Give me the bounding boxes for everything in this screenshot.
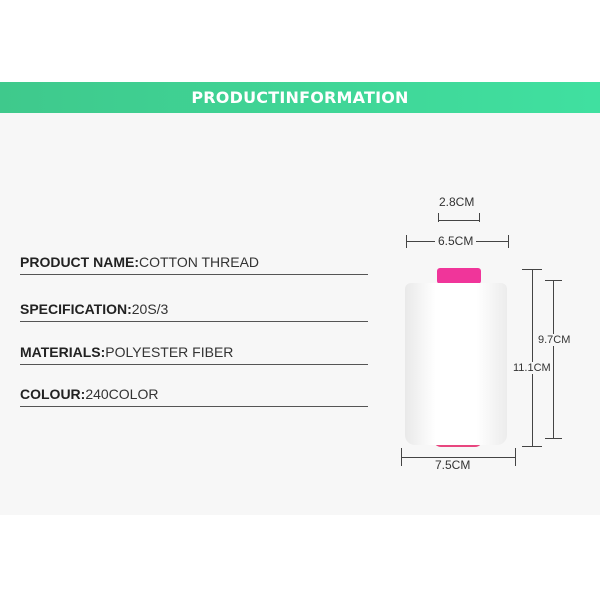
spec-value: COTTON THREAD	[139, 254, 260, 270]
dim-tick	[522, 269, 542, 270]
dim-tick	[545, 280, 562, 281]
spec-row-colour: COLOUR:240COLOR	[20, 386, 368, 407]
spec-value: 240COLOR	[85, 386, 159, 402]
spec-label: MATERIALS:	[20, 344, 106, 360]
spec-value: 20S/3	[131, 301, 169, 317]
spec-value: POLYESTER FIBER	[105, 344, 234, 360]
spool-cap	[437, 268, 481, 284]
dim-tick	[515, 448, 516, 466]
dim-top-outer: 6.5CM	[435, 234, 477, 248]
dim-top-inner: 2.8CM	[439, 195, 475, 209]
thread-cone	[405, 283, 507, 445]
spec-row-specification: SPECIFICATION:20S/3	[20, 301, 368, 322]
dim-line	[553, 280, 554, 438]
dim-tick	[401, 448, 402, 466]
spec-label: COLOUR:	[20, 386, 86, 402]
section-banner: PRODUCTINFORMATION	[0, 82, 600, 113]
banner-title: PRODUCTINFORMATION	[191, 88, 409, 107]
spec-row-product-name: PRODUCT NAME:COTTON THREAD	[20, 254, 368, 275]
dim-height-total: 11.1CM	[513, 362, 551, 374]
spec-label: SPECIFICATION:	[20, 301, 132, 317]
dim-tick	[522, 446, 542, 447]
spec-row-materials: MATERIALS:POLYESTER FIBER	[20, 344, 368, 365]
dim-tick	[438, 213, 439, 222]
dim-tick	[406, 235, 407, 248]
dim-tick	[479, 213, 480, 222]
spec-label: PRODUCT NAME:	[20, 254, 139, 270]
dim-line	[438, 220, 480, 221]
dim-tick	[508, 235, 509, 248]
dim-height-body: 9.7CM	[538, 334, 571, 346]
dim-tick	[545, 438, 562, 439]
dim-line	[401, 457, 516, 458]
dim-bottom-width: 7.5CM	[435, 458, 471, 472]
dim-line	[532, 269, 533, 446]
